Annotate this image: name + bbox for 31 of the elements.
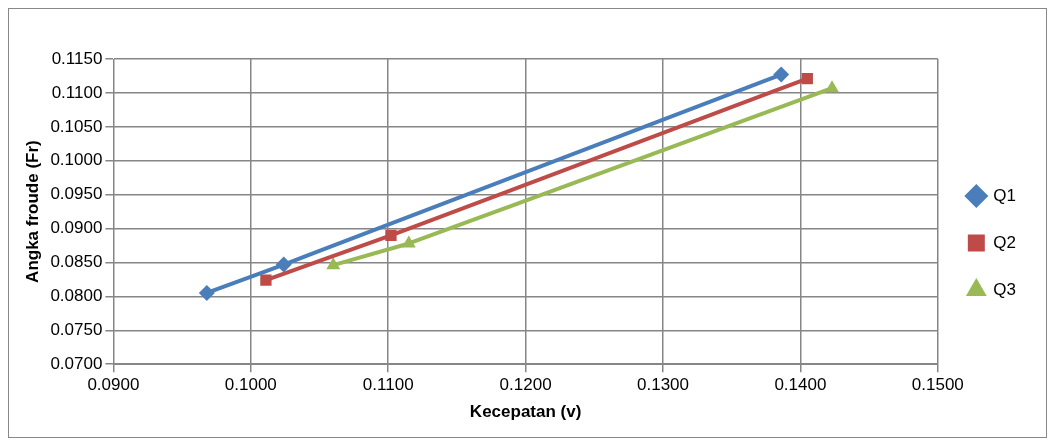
point (801, 73, 813, 85)
point (326, 257, 341, 270)
y-tick-label: 0.0900 (50, 218, 103, 238)
y-axis-title: Angka froude (Fr) (22, 140, 42, 283)
y-tick-label: 0.0750 (50, 319, 103, 339)
y-tick-label: 0.0950 (50, 184, 103, 204)
point (825, 80, 839, 93)
y-tick-label: 0.1000 (50, 150, 103, 170)
point (198, 284, 215, 301)
y-tick-label: 0.1050 (50, 116, 103, 136)
y-tick-label: 0.0700 (50, 353, 103, 373)
point (773, 66, 790, 83)
x-tick-label: 0.1300 (637, 375, 690, 395)
x-tick-label: 0.0900 (87, 375, 140, 395)
point (401, 235, 416, 248)
y-tick-label: 0.0800 (50, 286, 103, 306)
point (275, 256, 292, 273)
x-tick-label: 0.1400 (774, 375, 827, 395)
x-tick-label: 0.1500 (911, 375, 964, 395)
x-tick-label: 0.1100 (362, 375, 414, 395)
point (260, 274, 272, 286)
legend-label: Q3 (993, 279, 1017, 299)
y-tick-label: 0.0850 (50, 252, 103, 272)
legend-label: Q2 (993, 232, 1017, 252)
x-axis-title: Kecepatan (v) (469, 402, 582, 422)
legend-label: Q1 (993, 185, 1017, 205)
x-tick-label: 0.1200 (499, 375, 552, 395)
y-tick-label: 0.1150 (51, 48, 103, 68)
y-tick-label: 0.1100 (51, 82, 103, 102)
x-tick-label: 0.1000 (224, 375, 277, 395)
point (385, 229, 397, 241)
